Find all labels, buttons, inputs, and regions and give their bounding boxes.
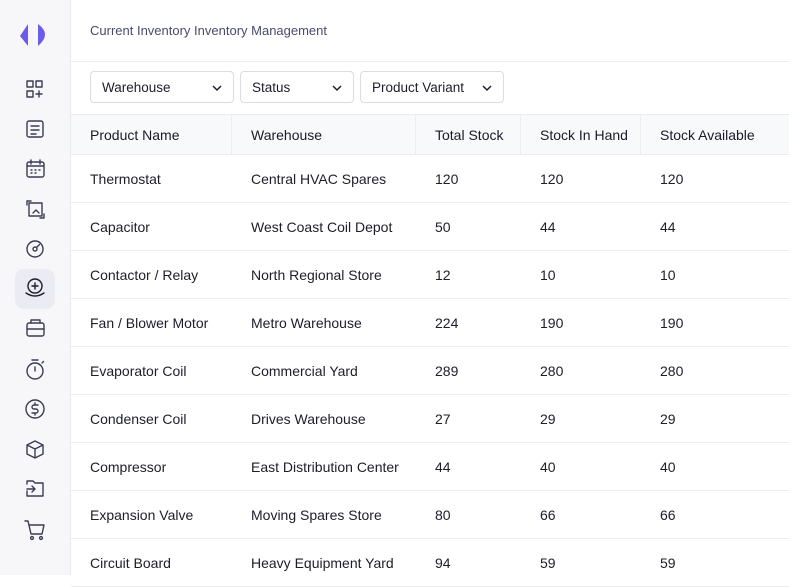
table-cell: North Regional Store [251,266,382,283]
filter-dropdown[interactable]: Warehouse [90,71,234,103]
nav-cart[interactable] [24,520,45,541]
table-cell: 120 [540,170,564,187]
filter-dropdown[interactable]: Status [240,71,354,103]
table-cell: 27 [435,410,451,427]
table-header: Product Name Warehouse Total Stock Stock In… [71,114,789,155]
table-cell: Compressor [90,458,167,475]
table-cell: Circuit Board [90,554,171,571]
sidebar-icons [15,24,55,541]
table-cell: Thermostat [90,170,161,187]
table-cell: 190 [540,314,564,331]
divider [71,61,789,62]
table-cell: Central HVAC Spares [251,170,387,187]
table-cell: 224 [435,314,459,331]
nav-inventory[interactable] [25,278,45,297]
table-cell: 59 [540,554,556,571]
table-cell: Commercial Yard [251,362,358,379]
table-cell: Capacitor [90,218,150,235]
table-cell: 40 [540,458,556,475]
table-cell: 44 [435,458,451,475]
column-header[interactable]: Stock Available [660,126,755,143]
chevron [212,85,222,92]
table-row: Circuit Board Heavy Equipment Yard 94 59 59 [71,539,789,587]
table-cell: Moving Spares Store [251,506,382,523]
nav-calendar[interactable] [26,159,45,178]
nav-dashboard[interactable] [26,80,43,98]
nav-billing[interactable] [25,399,45,419]
table-cell: 44 [540,218,556,235]
table-cell: 190 [660,314,684,331]
table-cell: East Distribution Center [251,458,399,475]
column-header[interactable]: Product Name [71,115,232,154]
table-cell: 59 [660,554,676,571]
column-header[interactable]: Warehouse [232,115,416,154]
nav-box[interactable] [26,440,44,459]
table-row: Condenser Coil Drives Warehouse 27 29 29 [71,395,789,443]
nav-gauge[interactable] [26,240,44,258]
table-cell: 94 [435,554,451,571]
table-cell: 66 [540,506,556,523]
table-cell: Condenser Coil [90,410,187,427]
sidebar [0,0,71,575]
table-cell: 66 [660,506,676,523]
table-row: Evaporator Coil Commercial Yard 289 280 280 [71,347,789,395]
table-cell: 10 [660,266,676,283]
chevron [482,85,492,92]
nav-briefcase[interactable] [26,319,45,337]
filter-label: Warehouse [102,80,171,95]
table-cell: 29 [540,410,556,427]
table-cell: 29 [660,410,676,427]
table-cell: Fan / Blower Motor [90,314,209,331]
table-row: Expansion Valve Moving Spares Store 80 66 66 [71,491,789,539]
breadcrumb: Current Inventory Inventory Management [90,23,328,38]
table-cell: Metro Warehouse [251,314,362,331]
table-cell: Contactor / Relay [90,266,199,283]
table-cell: West Coast Coil Depot [251,218,393,235]
filter-dropdown[interactable]: Product Variant [360,71,504,103]
table-cell: 12 [435,266,451,283]
table-cell: 80 [435,506,451,523]
table-cell: 44 [660,218,676,235]
table-cell: 10 [540,266,556,283]
table-cell: 280 [660,362,684,379]
nav-timer[interactable] [26,359,45,380]
nav-scan[interactable] [26,200,45,219]
table-cell: Heavy Equipment Yard [251,554,394,571]
table-cell: 50 [435,218,451,235]
table-cell: 120 [660,170,684,187]
nav-docs[interactable] [26,120,44,138]
table-row: Contactor / Relay North Regional Store 12 1… [71,251,789,299]
column-header[interactable]: Stock In Hand [521,115,641,154]
table-row: Thermostat Central HVAC Spares 120 120 120 [71,155,789,203]
table-cell: Evaporator Coil [90,362,187,379]
table-row: Compressor East Distribution Center 44 40 40 [71,443,789,491]
table-cell: 289 [435,362,459,379]
nav-import[interactable] [26,480,44,497]
table-cell: 40 [660,458,676,475]
table-cell: Drives Warehouse [251,410,366,427]
table-row: Fan / Blower Motor Metro Warehouse 224 190 1… [71,299,789,347]
table-cell: 280 [540,362,564,379]
table-cell: 120 [435,170,459,187]
table-row: Capacitor West Coast Coil Depot 50 44 44 [71,203,789,251]
chevron [332,85,342,92]
filter-label: Status [252,80,291,95]
filter-label: Product Variant [372,80,465,95]
table-cell: Expansion Valve [90,506,194,523]
column-header[interactable]: Total Stock [416,115,521,154]
